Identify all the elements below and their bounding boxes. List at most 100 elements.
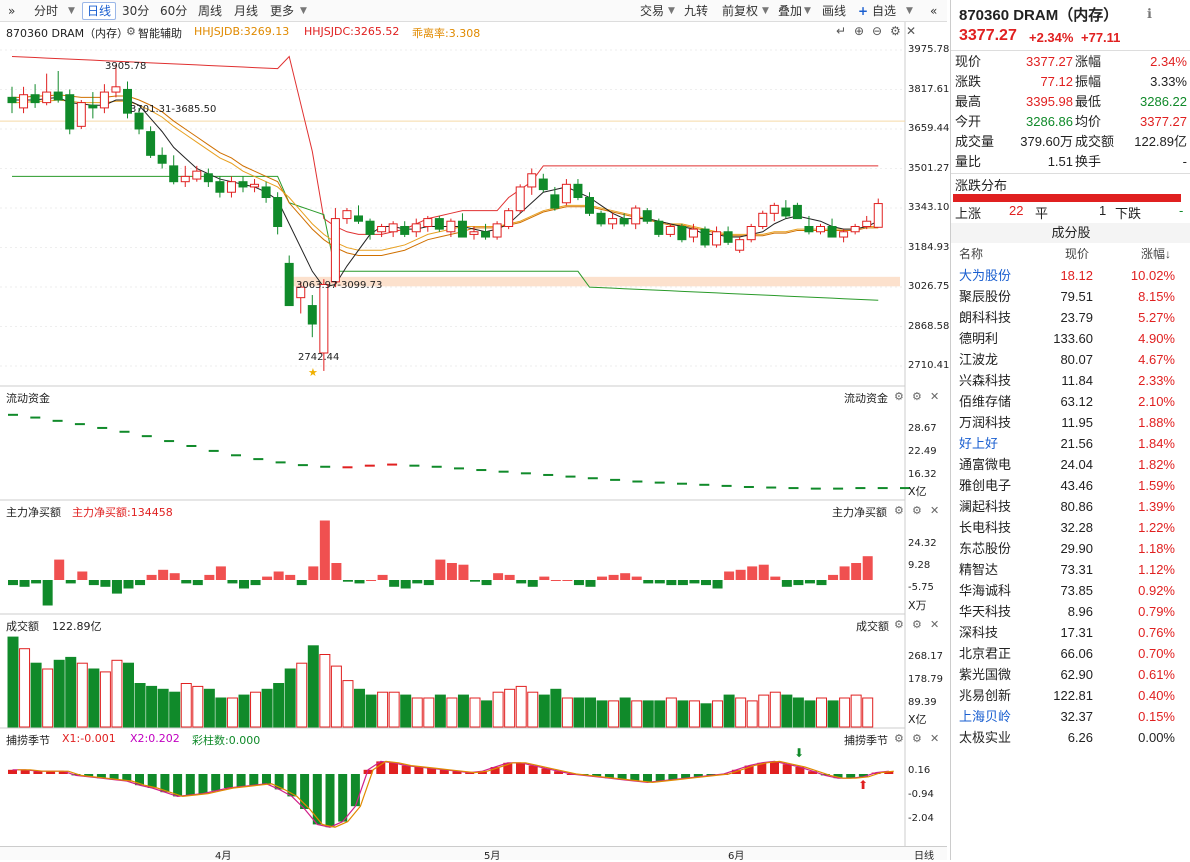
netbuy-bar [65,580,76,584]
netbuy-bar [446,563,457,580]
flow-tick: 22.49 [908,446,937,457]
candle-body [180,175,190,183]
candle-body [319,283,329,354]
stock-name[interactable]: 紫光国微 [959,667,1012,682]
price-tick: 3026.75 [908,281,950,292]
info-icon[interactable]: ℹ [1147,6,1152,21]
flow-options-icon[interactable]: ⚙ [912,390,922,403]
season-options-icon[interactable]: ⚙ [912,732,922,745]
season-bar [262,774,271,784]
period-label[interactable]: 日线 [914,851,934,862]
season-settings-icon[interactable]: ⚙ [894,732,904,745]
season-bar [439,769,449,774]
trade-dropdown-icon[interactable]: ▼ [668,6,675,16]
adjust-button[interactable]: 前复权 [722,4,759,18]
turnover-bar [238,694,250,728]
more-dropdown-icon[interactable]: ▼ [300,6,307,16]
tab-weekly[interactable]: 周线 [198,4,223,18]
assist-icon[interactable]: ⚙ [126,25,136,38]
turnover-close-icon[interactable]: ✕ [930,618,940,631]
col-pct[interactable]: 涨幅↓ [1141,247,1172,261]
stock-name[interactable]: 大为股份 [959,268,1012,283]
tab-30min[interactable]: 30分 [122,4,150,18]
netbuy-options-icon[interactable]: ⚙ [912,504,922,517]
settings-icon[interactable]: ⚙ [890,24,901,38]
nine-turn-button[interactable]: 九转 [684,4,709,18]
kline-svg[interactable] [0,22,947,846]
stock-name[interactable]: 佰维存储 [959,394,1012,409]
chart-area[interactable]: 870360 DRAM（内存） ⚙ 智能辅助 HHJSJDB:3269.13 H… [0,22,950,846]
tab-minute[interactable]: 分时 [34,4,59,18]
turnover-settings-icon[interactable]: ⚙ [894,618,904,631]
stock-pct: 0.70% [1138,646,1175,661]
close-icon[interactable]: ✕ [906,24,917,38]
col-name[interactable]: 名称 [959,247,984,261]
stock-name[interactable]: 好上好 [959,436,999,451]
stock-name[interactable]: 聚辰股份 [959,289,1012,304]
stock-name[interactable]: 东芯股份 [959,541,1012,556]
turnover-options-icon[interactable]: ⚙ [912,618,922,631]
netbuy-close-icon[interactable]: ✕ [930,504,940,517]
overlay-dropdown-icon[interactable]: ▼ [804,6,811,16]
stock-price: 80.07 [1060,352,1093,367]
overlay-button[interactable]: 叠加 [778,4,803,18]
zoom-in-icon[interactable]: ⊕ [854,24,865,38]
season-bar [33,771,43,774]
flow-close-icon[interactable]: ✕ [930,390,940,403]
stock-name[interactable]: 江波龙 [959,352,999,367]
flow-settings-icon[interactable]: ⚙ [894,390,904,403]
candle-body [712,231,722,246]
stock-name[interactable]: 兴森科技 [959,373,1012,388]
season-bar [770,761,779,774]
trade-button[interactable]: 交易 [640,4,665,18]
stock-name[interactable]: 华海诚科 [959,583,1012,598]
stock-name[interactable]: 深科技 [959,625,999,640]
stock-name[interactable]: 北京君正 [959,646,1012,661]
stock-price: 133.60 [1053,331,1093,346]
stock-name[interactable]: 万润科技 [959,415,1012,430]
stock-name[interactable]: 太极实业 [959,730,1012,745]
flow-step [498,470,509,473]
stock-name[interactable]: 德明利 [959,331,999,346]
expand-sidebar-icon[interactable]: » [8,4,16,18]
col-price[interactable]: 现价 [1065,247,1090,261]
zoom-out-icon[interactable]: ⊖ [872,24,883,38]
add-icon[interactable]: + [858,4,869,18]
indicator-name[interactable]: 智能辅助 [138,27,182,40]
season-close-icon[interactable]: ✕ [930,732,940,745]
more-menu[interactable]: 更多 [270,4,295,18]
stock-name[interactable]: 上海贝岭 [959,709,1012,724]
stock-name[interactable]: 长电科技 [959,520,1012,535]
candle-body [99,91,109,109]
collapse-panel-icon[interactable]: « [930,4,938,18]
watchlist-dropdown-icon[interactable]: ▼ [906,6,913,16]
stock-name[interactable]: 兆易创新 [959,688,1012,703]
stock-name[interactable]: 澜起科技 [959,499,1012,514]
watchlist-button[interactable]: 自选 [872,4,897,18]
return-icon[interactable]: ↵ [836,24,847,38]
tab-monthly[interactable]: 月线 [234,4,259,18]
stock-pct: 1.18% [1138,541,1175,556]
netbuy-bar [285,574,296,580]
candle-body [688,228,698,238]
low-annotation: 2742.44 [298,352,340,363]
netbuy-bar [262,576,273,580]
candle-body [515,186,525,212]
stock-name[interactable]: 雅创电子 [959,478,1012,493]
draw-button[interactable]: 画线 [822,4,847,18]
season-bar [325,774,335,828]
stock-name[interactable]: 精智达 [959,562,999,577]
netbuy-bar [54,559,65,580]
adjust-dropdown-icon[interactable]: ▼ [762,6,769,16]
netbuy-settings-icon[interactable]: ⚙ [894,504,904,517]
stock-name[interactable]: 朗科科技 [959,310,1012,325]
stock-name[interactable]: 通富微电 [959,457,1012,472]
netbuy-bar [8,580,18,586]
price-tick: 3975.78 [908,44,950,55]
stock-name[interactable]: 华天科技 [959,604,1012,619]
tab-60min[interactable]: 60分 [160,4,188,18]
candle-body [365,220,375,235]
season-bar [516,762,525,774]
minute-dropdown-icon[interactable]: ▼ [68,6,75,16]
tab-daily[interactable]: 日线 [82,2,117,20]
